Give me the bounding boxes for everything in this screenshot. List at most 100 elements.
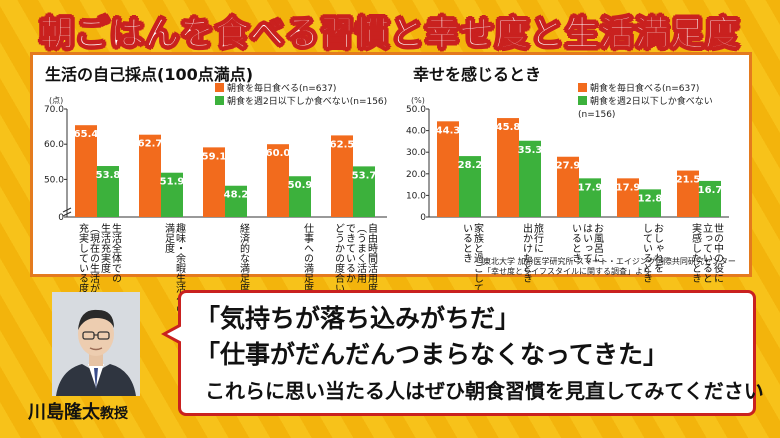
- data-label: 48.2: [224, 190, 249, 201]
- category-label-line: 生活充実度: [99, 222, 111, 274]
- y-unit-label: (%): [411, 96, 425, 105]
- data-label: 44.3: [436, 125, 461, 136]
- legend-swatch-orange: [578, 83, 587, 92]
- data-label: 62.7: [138, 139, 163, 150]
- advice-message: これらに思い当たる人はぜひ朝食習慣を見直してみてください: [205, 379, 764, 403]
- category-label-line: 仕事への満足度: [302, 222, 314, 294]
- speaker-name: 川島隆太: [28, 402, 100, 423]
- bar-series1: [557, 156, 579, 217]
- speech-bubble: 「気持ちが落ち込みがちだ」 「仕事がだんだんつまらなくなってきた」 これらに思い…: [161, 290, 764, 416]
- data-label: 12.8: [638, 193, 663, 204]
- y-tick-label: 50.0: [44, 175, 64, 185]
- y-tick-label: 50.0: [406, 105, 426, 115]
- category-label-line: できているか: [344, 223, 356, 283]
- bar-series2: [353, 166, 375, 217]
- bar-series1: [677, 170, 699, 217]
- data-label: 45.8: [496, 122, 521, 133]
- data-label: 51.9: [160, 177, 185, 188]
- category-label-line: （うまく活用: [355, 223, 367, 284]
- quote-2: 「仕事がだんだんつまらなくなってきた」: [195, 340, 669, 369]
- category-label-line: どうかの度合い）: [333, 223, 345, 303]
- y-tick-label: 30.0: [406, 148, 426, 158]
- data-label: 21.5: [676, 175, 701, 186]
- category-label-line: いるとき: [461, 223, 472, 263]
- y-tick-label: 10.0: [406, 191, 426, 201]
- bar-series2: [699, 180, 721, 217]
- left-chart-title: 生活の自己採点(100点満点): [45, 65, 254, 84]
- category-label-line: 立っていると: [701, 222, 713, 283]
- category-label-line: お風呂に: [592, 223, 604, 263]
- category-label-line: 家族と過ごして: [472, 222, 484, 293]
- category-label-line: いるとき: [570, 223, 581, 263]
- bar-series2: [639, 189, 661, 217]
- bar-series1: [139, 134, 161, 217]
- data-label: 65.4: [74, 129, 99, 140]
- data-label: 60.0: [266, 148, 291, 159]
- y-tick-label: 40.0: [406, 127, 426, 137]
- professor-photo: [52, 292, 140, 396]
- bar-series1: [497, 118, 519, 217]
- bar-series2: [225, 185, 247, 217]
- speaker-title: 教授: [100, 406, 128, 422]
- bar-series2: [161, 172, 183, 217]
- bar-series1: [331, 135, 353, 217]
- data-label: 27.9: [556, 161, 581, 172]
- legend-swatch-green: [578, 96, 587, 105]
- category-label: 仕事への満足度: [302, 222, 314, 294]
- bar-series2: [289, 176, 311, 217]
- headline: 朝ごはんを食べる習慣と幸せ度と生活満足度: [40, 14, 740, 55]
- bar-series2: [459, 156, 481, 217]
- legend-swatch-green: [215, 96, 224, 105]
- y-unit-label: (点): [49, 96, 63, 105]
- chart-board: 生活の自己採点(100点満点) 朝食を毎日食べる(n=637) 朝食を週2日以下…: [30, 52, 752, 323]
- bar-series2: [579, 178, 601, 217]
- legend-item-rare: 朝食を週2日以下しか食べない(n=156): [215, 96, 387, 109]
- legend-item-rare: 朝食を週2日以下しか食べない(n=156): [578, 96, 713, 120]
- category-label-line: 経済的な満足度: [238, 222, 250, 294]
- category-label-line: （現在の生活が: [88, 223, 100, 293]
- bar-series1: [437, 121, 459, 217]
- data-label: 17.9: [578, 182, 603, 193]
- axis-break-mark: [62, 207, 72, 217]
- category-label-line: おしゃれを: [652, 223, 664, 273]
- category-label-line: しているとき: [641, 223, 653, 283]
- data-label: 62.5: [330, 139, 355, 150]
- category-label-line: 自由時間活用度: [366, 222, 378, 294]
- data-label: 35.3: [518, 145, 543, 156]
- data-label: 50.9: [288, 180, 313, 191]
- category-label-line: 生活全体での: [110, 222, 122, 283]
- data-label: 16.7: [698, 185, 723, 196]
- category-label-line: 満足度: [163, 223, 175, 254]
- data-label: 53.7: [352, 170, 377, 181]
- y-tick-label: 20.0: [406, 170, 426, 180]
- y-tick-label: 60.0: [44, 140, 64, 150]
- bar-series1: [617, 178, 639, 217]
- legend-swatch-orange: [215, 83, 224, 92]
- bar-series2: [519, 140, 541, 217]
- bar-series1: [203, 147, 225, 217]
- legend-item-daily: 朝食を毎日食べる(n=637): [578, 83, 749, 96]
- category-label-line: はいって: [581, 223, 593, 263]
- data-label: 17.9: [616, 182, 641, 193]
- data-label: 59.1: [202, 151, 227, 162]
- source-note: 東北大学 加齢医学研究所 スマート・エイジング国際共同研究センター 「幸せ度とラ…: [483, 257, 736, 276]
- happiness-chart: (%)50.040.030.020.010.0044.328.2家族と過ごしてい…: [406, 96, 729, 293]
- category-label-line: 実感したとき: [690, 222, 702, 283]
- speaker-caption: 川島隆太教授: [28, 398, 178, 424]
- category-label-line: 世の中の役に: [712, 223, 724, 283]
- category-label: 経済的な満足度: [238, 222, 250, 294]
- left-chart-legend: 朝食を毎日食べる(n=637) 朝食を週2日以下しか食べない(n=156): [215, 83, 387, 109]
- category-label-line: 旅行に: [532, 222, 544, 253]
- y-tick-label: 0: [420, 213, 426, 223]
- data-label: 28.2: [458, 160, 483, 171]
- right-chart-legend: 朝食を毎日食べる(n=637) 朝食を週2日以下しか食べない(n=156): [578, 83, 749, 122]
- bar-series1: [75, 125, 97, 217]
- bar-series1: [267, 144, 289, 217]
- category-label-line: 出かけたとき: [521, 222, 533, 283]
- y-tick-label: 0: [58, 213, 64, 223]
